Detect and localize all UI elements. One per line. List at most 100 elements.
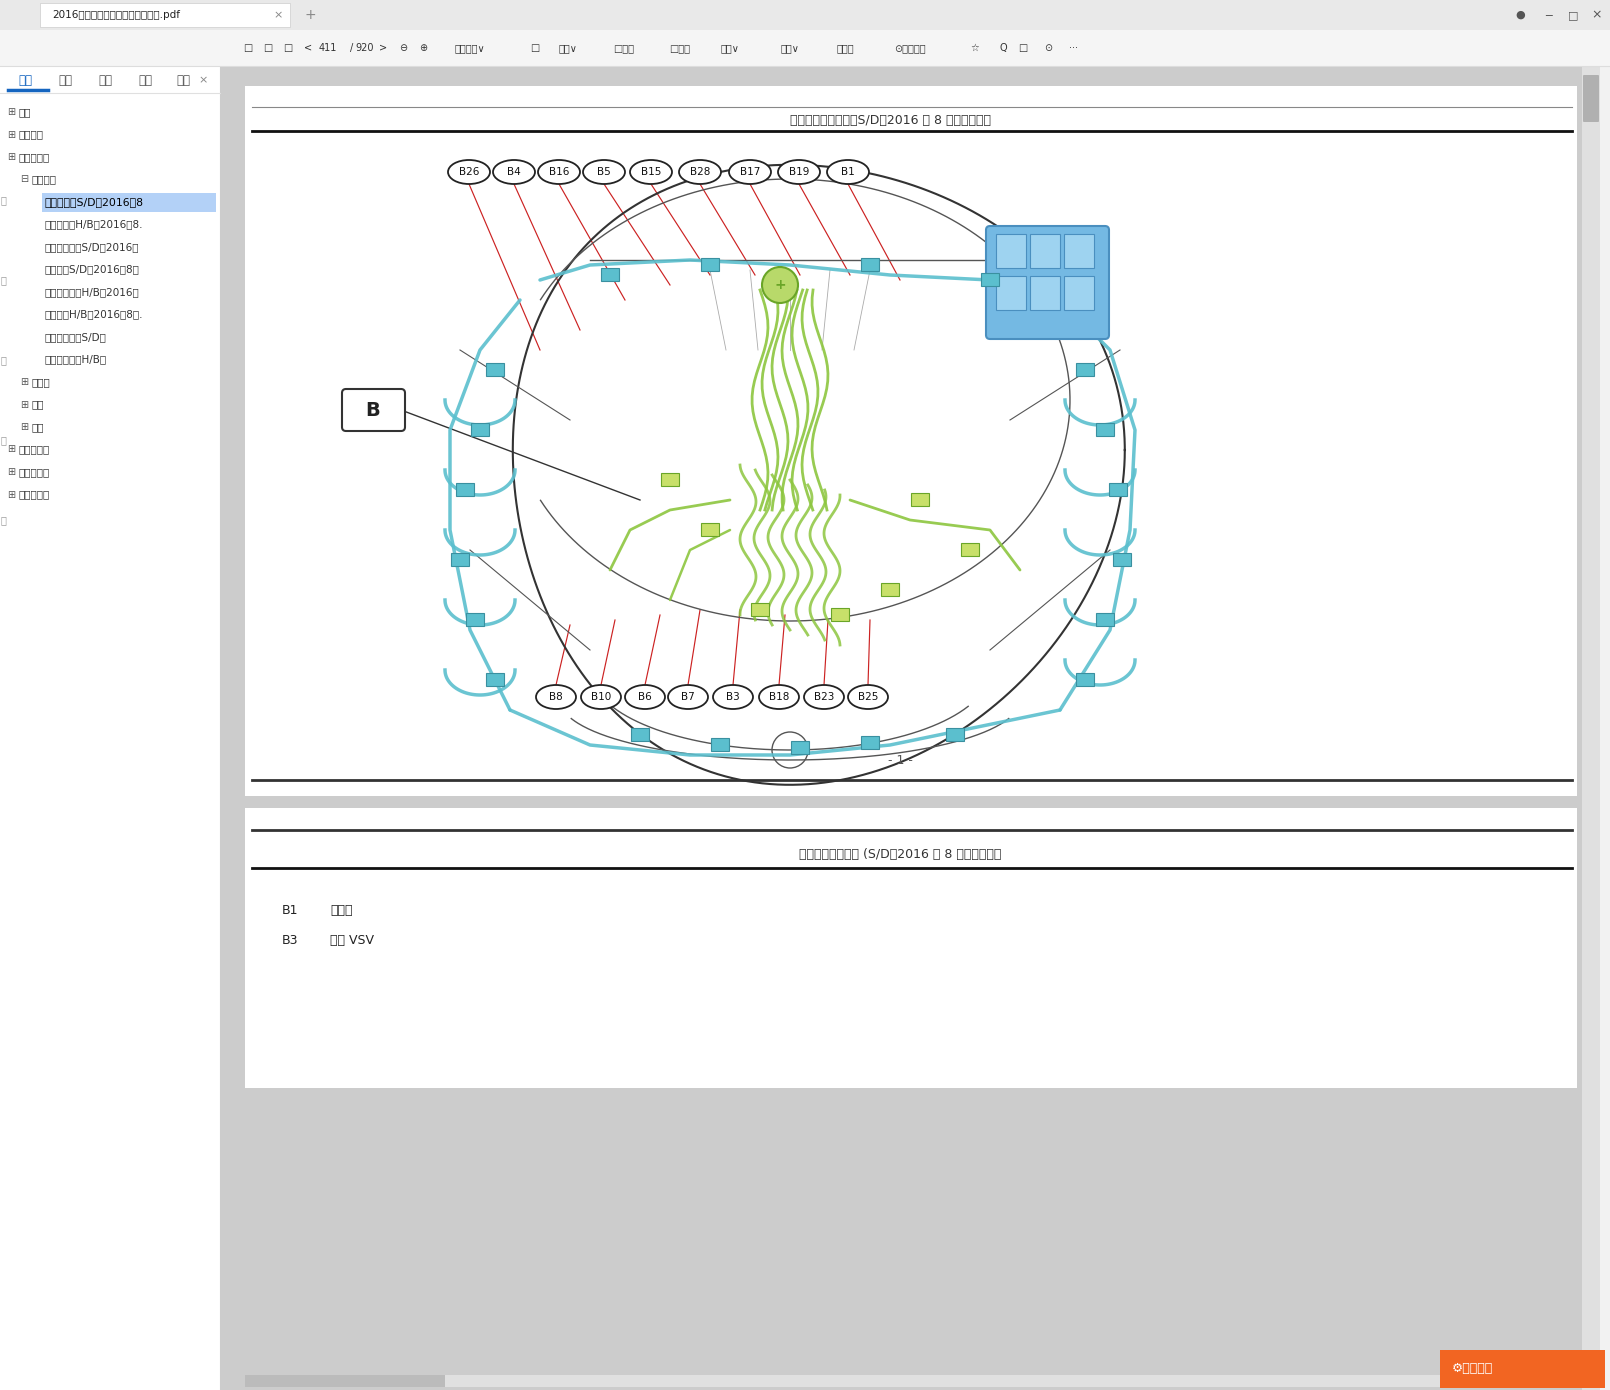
Text: 零件位置（S/D、2016年8: 零件位置（S/D、2016年8 [43,197,143,207]
Text: 图: 图 [0,275,6,285]
Text: 目录∨: 目录∨ [559,43,578,53]
Text: B7: B7 [681,692,696,702]
Text: B4: B4 [507,167,522,177]
Text: 目录: 目录 [18,74,32,86]
FancyBboxPatch shape [861,735,879,749]
Ellipse shape [538,160,580,183]
Text: 系统电路: 系统电路 [18,129,43,139]
Text: 继电器位置（H/B）: 继电器位置（H/B） [43,354,106,364]
FancyBboxPatch shape [1109,482,1127,496]
FancyBboxPatch shape [1583,65,1600,1390]
Text: B10: B10 [591,692,612,702]
FancyBboxPatch shape [881,582,898,596]
Text: 自适应宽∨: 自适应宽∨ [454,43,485,53]
Text: ···: ··· [1069,43,1077,53]
FancyBboxPatch shape [221,65,1591,1390]
Text: 位置和线路: 位置和线路 [18,152,50,163]
FancyBboxPatch shape [456,482,473,496]
Text: B6: B6 [638,692,652,702]
Circle shape [762,267,799,303]
FancyBboxPatch shape [631,728,649,741]
Text: ⊞: ⊞ [6,152,14,163]
Text: ⊖: ⊖ [399,43,407,53]
Text: 源: 源 [0,354,6,366]
Text: B1: B1 [282,904,298,916]
Text: ⊞: ⊞ [6,445,14,455]
Text: ⊙: ⊙ [1043,43,1051,53]
FancyBboxPatch shape [980,272,998,286]
Text: B8: B8 [549,692,563,702]
FancyBboxPatch shape [700,259,720,271]
Text: ⊞: ⊞ [19,399,27,410]
Text: ⚙汽修帮手: ⚙汽修帮手 [1452,1361,1492,1375]
Text: B3: B3 [282,934,298,947]
Text: 收藏: 收藏 [175,74,190,86]
Text: ●: ● [1515,10,1525,19]
FancyBboxPatch shape [245,1375,444,1387]
Text: □: □ [264,43,272,53]
FancyBboxPatch shape [1096,423,1114,436]
Text: 车身: 车身 [31,399,43,410]
Text: □: □ [530,43,539,53]
Ellipse shape [583,160,625,183]
FancyBboxPatch shape [1075,363,1095,377]
Text: 411: 411 [319,43,336,53]
FancyBboxPatch shape [245,1375,1575,1387]
Text: B15: B15 [641,167,662,177]
Ellipse shape [848,685,889,709]
Text: B28: B28 [689,167,710,177]
Text: ⊞: ⊞ [19,423,27,432]
Ellipse shape [713,685,753,709]
FancyBboxPatch shape [1583,75,1599,122]
Text: 发动机室: 发动机室 [31,175,56,185]
Text: ⊞: ⊞ [6,467,14,477]
Ellipse shape [679,160,721,183]
FancyBboxPatch shape [831,607,848,621]
Text: 补: 补 [0,435,6,445]
Text: 搭铁点（S/D、2016年8月: 搭铁点（S/D、2016年8月 [43,264,138,274]
FancyBboxPatch shape [985,227,1109,339]
Text: +: + [774,278,786,292]
Text: B26: B26 [459,167,480,177]
FancyBboxPatch shape [700,523,720,537]
Text: 清污 VSV: 清污 VSV [330,934,374,947]
Text: ⊞: ⊞ [6,107,14,117]
Text: B17: B17 [741,167,760,177]
Text: 书签: 书签 [98,74,113,86]
Ellipse shape [630,160,671,183]
Text: 920: 920 [356,43,374,53]
FancyBboxPatch shape [486,363,504,377]
Text: B19: B19 [789,167,810,177]
Text: 天线: 天线 [31,423,43,432]
FancyBboxPatch shape [911,493,929,506]
Text: ×: × [274,10,283,19]
FancyBboxPatch shape [947,728,964,741]
Text: 画笔∨: 画笔∨ [781,43,800,53]
FancyBboxPatch shape [42,193,216,213]
Text: B: B [365,400,380,420]
FancyBboxPatch shape [1064,234,1095,268]
FancyBboxPatch shape [486,673,504,687]
FancyBboxPatch shape [245,808,1578,1088]
Text: 配线和线束（S/D、2016年: 配线和线束（S/D、2016年 [43,242,138,252]
Text: /: / [351,43,354,53]
Ellipse shape [668,685,708,709]
Text: ⊞: ⊞ [6,129,14,139]
Text: B23: B23 [813,692,834,702]
Ellipse shape [625,685,665,709]
FancyBboxPatch shape [0,0,1610,31]
Ellipse shape [758,685,799,709]
FancyBboxPatch shape [662,473,679,486]
Text: 仪表板: 仪表板 [31,377,50,386]
Text: - 1 -: - 1 - [887,753,913,766]
Text: ☆: ☆ [971,43,979,53]
Text: □书签: □书签 [670,43,691,53]
Text: >: > [378,43,386,53]
Text: <: < [304,43,312,53]
FancyBboxPatch shape [1030,277,1059,310]
FancyBboxPatch shape [0,65,221,1390]
Ellipse shape [448,160,489,183]
Text: ─: ─ [1544,10,1552,19]
Text: 保险丝列表: 保险丝列表 [18,445,50,455]
Text: ×: × [198,75,208,85]
